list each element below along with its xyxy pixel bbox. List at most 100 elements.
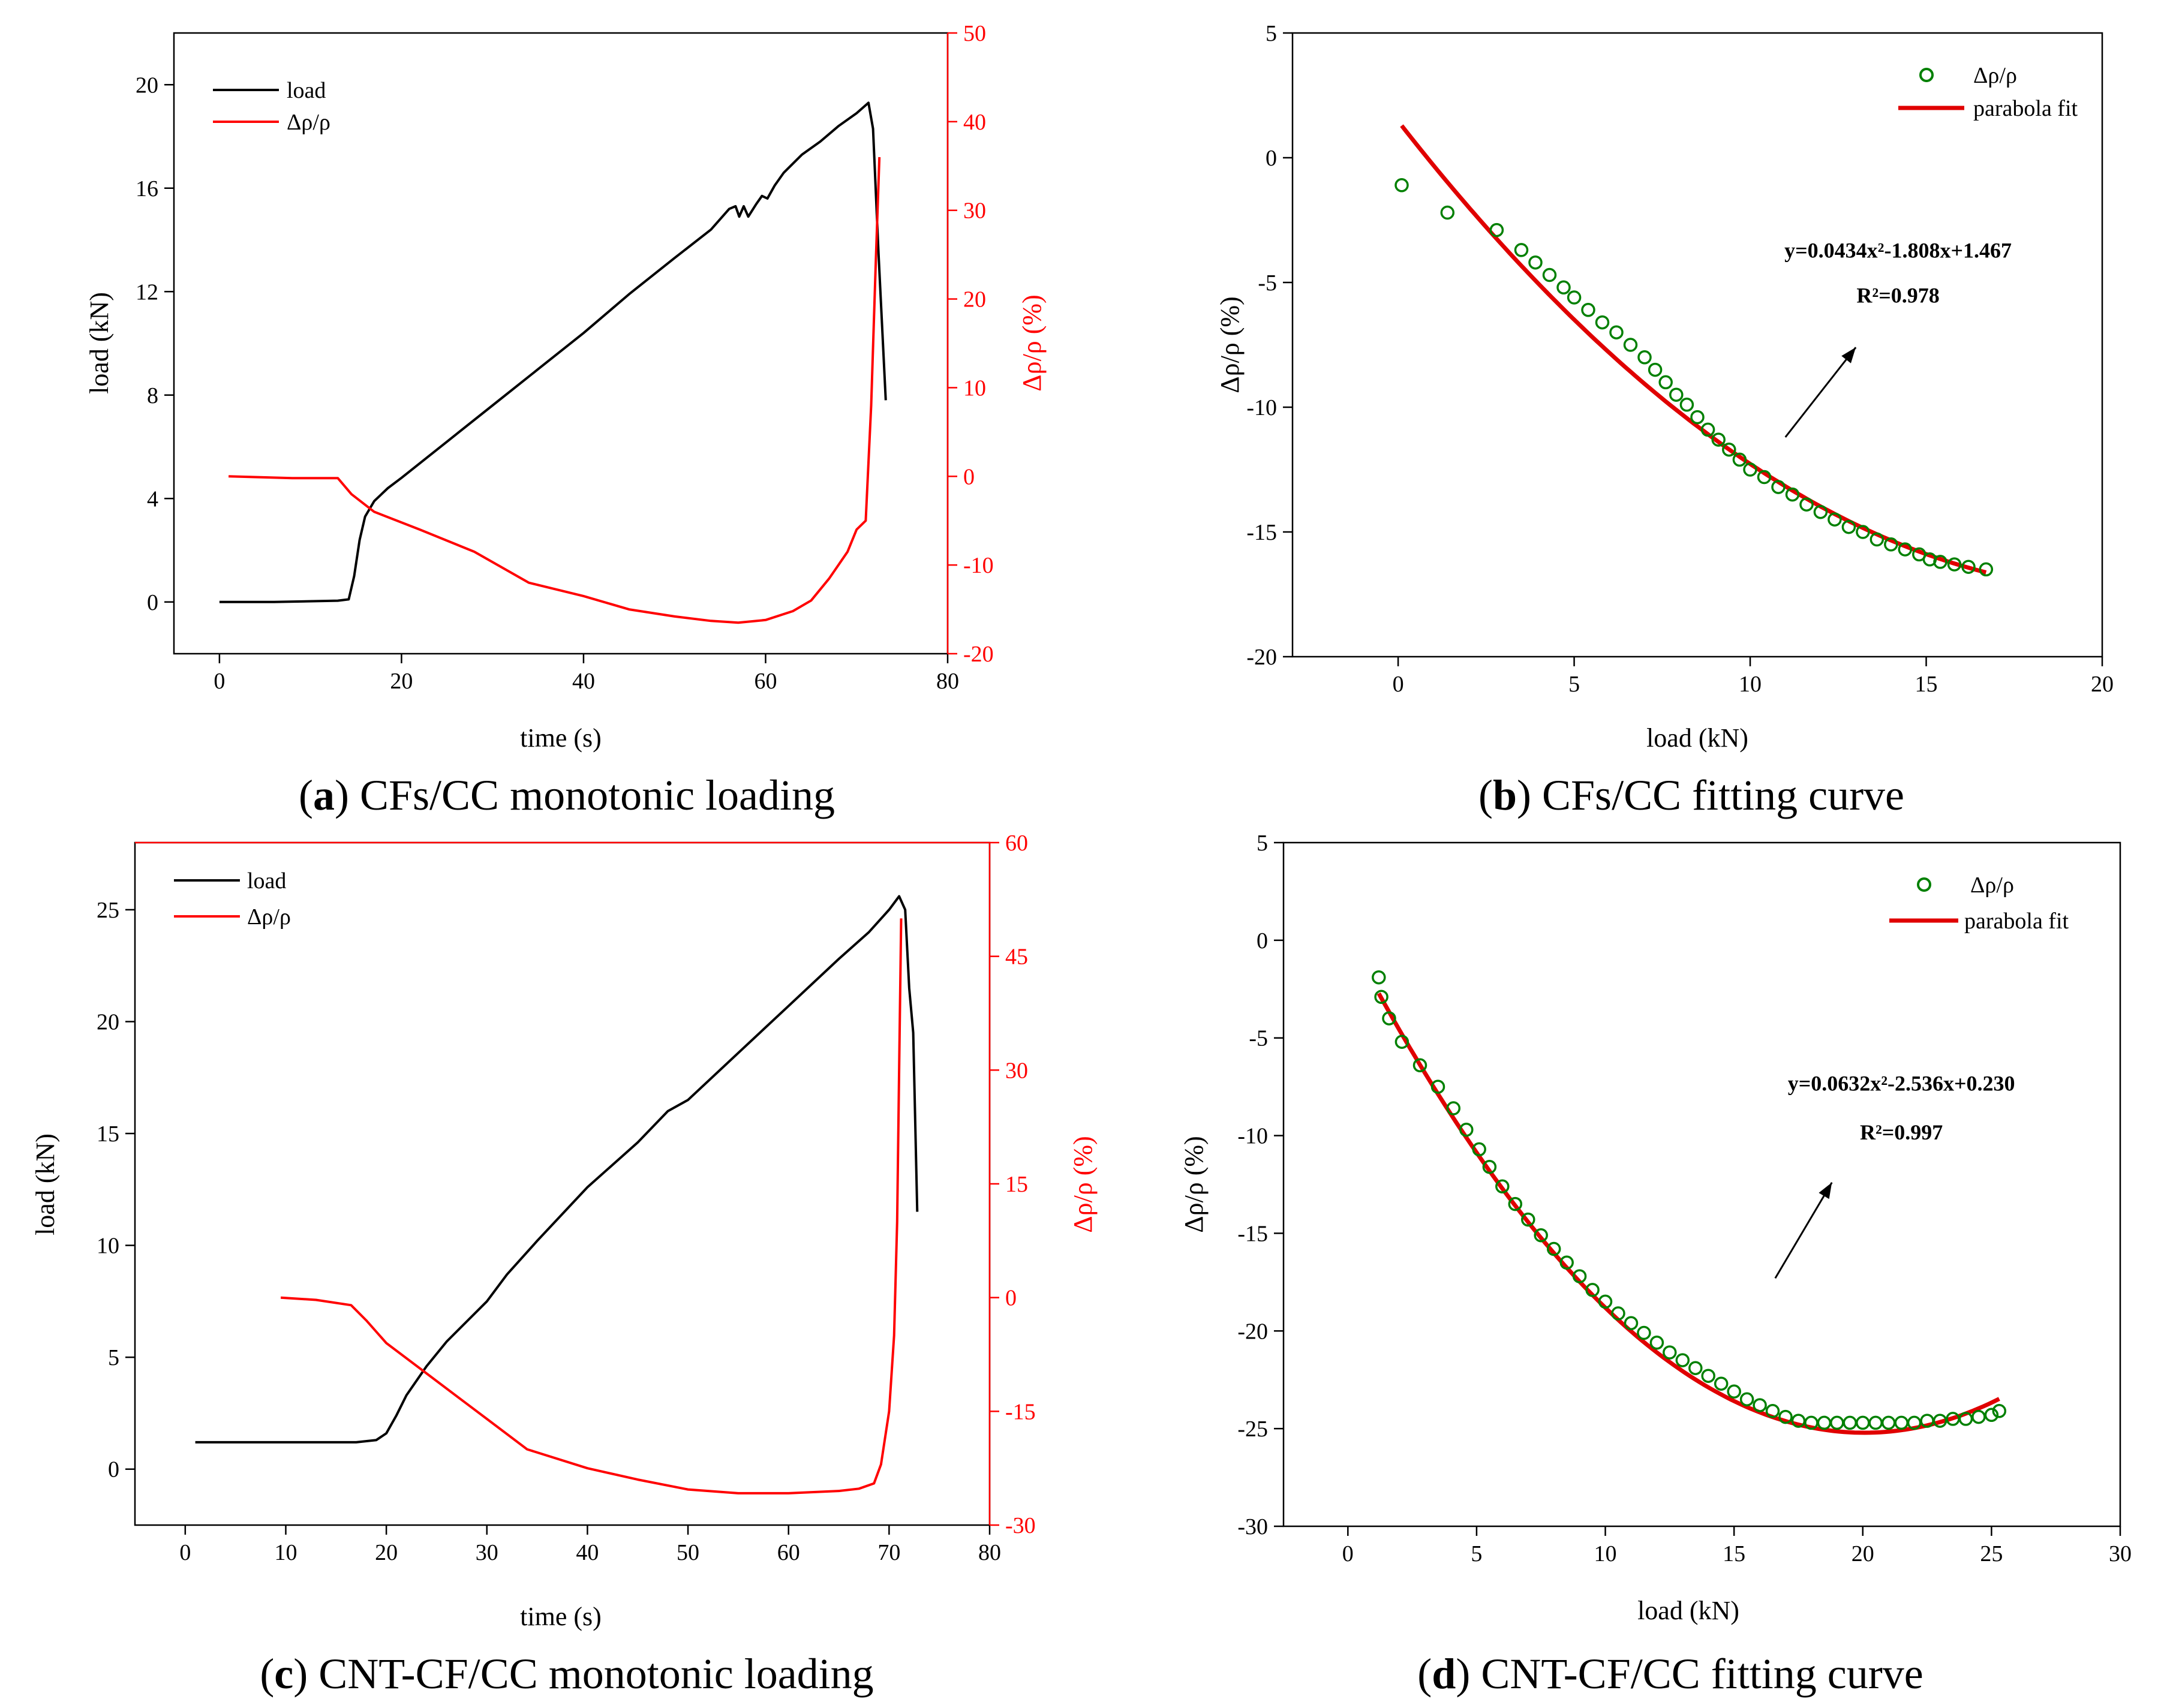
- panel-b-data-point: [1898, 542, 1913, 557]
- panel-d-data-point: [1765, 1404, 1780, 1418]
- panel-c-legend-load-label: load: [247, 868, 286, 894]
- panel-d-data-point: [1881, 1415, 1896, 1430]
- panel-a-y2-tick-label: 30: [963, 199, 986, 224]
- panel-b-caption-letter: b: [1493, 771, 1517, 819]
- panel-d-x-axis-title: load (kN): [1637, 1596, 1739, 1625]
- panel-b-data-point: [1648, 362, 1663, 377]
- panel-a-y-ticks: 0 4 8 12 16 20: [136, 73, 174, 615]
- panel-d-data-point: [1446, 1101, 1461, 1115]
- panel-d-data-point: [1971, 1409, 1986, 1424]
- panel-d-data-point: [1701, 1369, 1715, 1383]
- panel-b-x-tick-label: 5: [1568, 672, 1580, 697]
- panel-b-y-tick-label: -10: [1246, 395, 1277, 420]
- panel-d-legend-fit-label: parabola fit: [1964, 909, 2069, 934]
- panel-c-y2-tick-label: 30: [1005, 1058, 1028, 1083]
- panel-b-data-point: [1828, 512, 1842, 527]
- panel-b-fit-equation: y=0.0434x²-1.808x+1.467: [1784, 238, 2012, 262]
- panel-d-data-point: [1611, 1306, 1625, 1321]
- panel-b-data-point: [1514, 243, 1529, 257]
- panel-c-caption-text: CNT-CF/CC monotonic loading: [318, 1650, 873, 1698]
- panel-d-data-point: [1714, 1376, 1729, 1391]
- panel-b-y-ticks: -20 -15 -10 -5 0 5: [1246, 21, 1293, 670]
- panel-c-x-tick-label: 50: [677, 1540, 699, 1565]
- panel-d-caption: (d) CNT-CF/CC fitting curve: [1417, 1650, 1923, 1698]
- panel-a-x-tick-label: 60: [754, 669, 777, 694]
- panel-c-x-tick-label: 60: [777, 1540, 800, 1565]
- panel-d-caption-letter: d: [1432, 1650, 1456, 1698]
- panel-a-y2-tick-label: -10: [963, 553, 994, 578]
- panel-b-data-point: [1785, 487, 1800, 502]
- panel-d-data-point: [1675, 1353, 1690, 1367]
- panel-d-data-point: [1830, 1415, 1844, 1430]
- panel-c-x-tick-label: 70: [877, 1540, 900, 1565]
- panel-a-x-ticks: 0 20 40 60 80: [214, 654, 959, 694]
- panel-d-x-tick-label: 20: [1852, 1541, 1874, 1566]
- panel-b-data-point: [1556, 280, 1571, 295]
- panel-d-y-tick-label: 0: [1257, 928, 1268, 954]
- panel-c-x-tick-label: 0: [179, 1540, 191, 1565]
- panel-a-y2-tick-label: 10: [963, 375, 986, 401]
- panel-d-data-point: [1817, 1415, 1832, 1430]
- panel-b-legend-drho-label: Δρ/ρ: [1973, 63, 2017, 88]
- panel-d-data-point: [1992, 1404, 2007, 1418]
- panel-b: 0 5 10 15 20 -20 -15 -10 -5 0 5 Δρ/ρ parabola fit…: [1215, 21, 2114, 753]
- panel-c-y-tick-label: 0: [108, 1457, 119, 1483]
- panel-d-fit: [1376, 992, 2000, 1435]
- panel-c-y2-tick-label: 60: [1005, 831, 1028, 856]
- panel-d-data-point: [1791, 1414, 1806, 1428]
- panel-a-y2-tick-label: 50: [963, 21, 986, 46]
- panel-c-y2-tick-label: -30: [1005, 1513, 1036, 1538]
- panel-b-x-tick-label: 15: [1915, 672, 1938, 697]
- panel-d-data-point: [1546, 1241, 1561, 1256]
- panel-d-x-tick-label: 15: [1723, 1541, 1745, 1566]
- panel-b-data-point: [1489, 222, 1504, 237]
- panel-c-plot-frame: [134, 841, 991, 1526]
- panel-d-data-point: [1430, 1079, 1445, 1094]
- panel-c-x-tick-label: 40: [576, 1540, 599, 1565]
- panel-a-y2-tick-label: -20: [963, 642, 994, 667]
- panel-d-data-point: [1382, 1011, 1396, 1026]
- panel-a-legend-load-label: load: [287, 78, 326, 103]
- panel-b-data-point: [1567, 290, 1582, 305]
- panel-d-legend: Δρ/ρ parabola fit: [1889, 873, 2069, 934]
- panel-d-data-point: [1508, 1196, 1523, 1211]
- panel-d-data-point: [1394, 1035, 1409, 1049]
- panel-b-caption: (b) CFs/CC fitting curve: [1478, 771, 1904, 819]
- panel-c-y-axis-title: load (kN): [31, 1133, 60, 1235]
- panel-c-series-resistivity-change-line: [280, 918, 903, 1494]
- panel-c-caption-letter: c: [274, 1650, 293, 1698]
- panel-c-y-tick-label: 5: [108, 1345, 119, 1370]
- panel-b-arrow-shaft: [1784, 347, 1857, 438]
- panel-b-data-point: [1623, 338, 1638, 352]
- panel-a-y-axis-title: load (kN): [85, 292, 114, 394]
- panel-d-data-point: [1585, 1283, 1600, 1297]
- panel-d-data-point: [1534, 1228, 1548, 1243]
- panel-b-x-tick-label: 0: [1393, 672, 1404, 697]
- panel-b-data-point: [1700, 422, 1715, 437]
- panel-a-caption: (a) CFs/CC monotonic loading: [299, 771, 835, 819]
- panel-b-data-point: [1757, 470, 1772, 485]
- panel-b-caption-text: CFs/CC fitting curve: [1542, 771, 1904, 819]
- panel-b-plot-frame: [1291, 32, 2103, 658]
- panel-b-arrow-head: [1841, 347, 1856, 363]
- panel-c-y2-tick-label: -15: [1005, 1399, 1036, 1424]
- panel-d-data-point: [1739, 1392, 1754, 1407]
- panel-b-data-point: [1542, 267, 1557, 282]
- panel-b-x-tick-label: 20: [2091, 672, 2114, 697]
- panel-b-data-point: [1813, 504, 1828, 519]
- panel-b-arrow: [1784, 347, 1857, 438]
- panel-d-data-point: [1753, 1398, 1767, 1412]
- panel-b-data-point: [1394, 178, 1409, 193]
- panel-d-data-point: [1637, 1325, 1651, 1340]
- panel-d-y-tick-label: -15: [1237, 1221, 1268, 1246]
- panel-c-y-tick-label: 10: [97, 1234, 119, 1259]
- panel-a-y2-ticks: -20 -10 0 10 20 30 40 50: [948, 21, 994, 667]
- panel-d-plot-frame: [1282, 841, 2121, 1527]
- panel-a-series-resistivity-change-line: [229, 157, 881, 624]
- panel-c: 0 10 20 30 40 50 60 70 80 0 5 10 15 20 25 -30 -15 0 15 30…: [31, 831, 1098, 1631]
- panel-c-y2-tick-label: 45: [1005, 945, 1028, 970]
- panel-b-data-point: [1528, 255, 1543, 270]
- panel-d-data-point: [1495, 1179, 1510, 1194]
- panel-b-data-point: [1637, 350, 1652, 365]
- panel-d-data-point: [1868, 1415, 1883, 1430]
